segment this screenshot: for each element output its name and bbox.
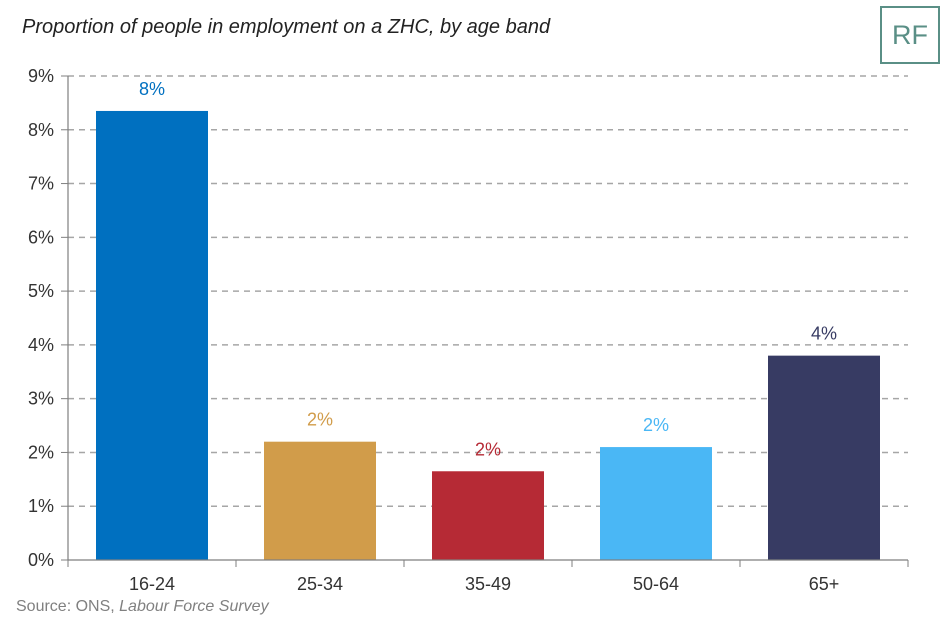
y-tick-label: 3% — [28, 389, 54, 409]
y-tick-label: 7% — [28, 174, 54, 194]
x-tick-label: 25-34 — [297, 574, 343, 594]
bar — [96, 110, 208, 560]
y-tick-label: 4% — [28, 335, 54, 355]
x-axis-ticks: 16-24 25-34 35-49 50-64 65+ — [67, 560, 909, 594]
bar — [264, 441, 376, 560]
x-tick-label: 50-64 — [633, 574, 679, 594]
x-tick-label: 16-24 — [129, 574, 175, 594]
y-tick-label: 2% — [28, 442, 54, 462]
rf-logo-text: RF — [892, 19, 928, 50]
bar — [768, 355, 880, 560]
y-axis-ticks: 0% 1% 2% 3% 4% 5% 6% 7% 8% 9% — [28, 66, 68, 570]
x-tick-label: 35-49 — [465, 574, 511, 594]
source-prefix: Source: ONS, — [16, 598, 120, 615]
y-tick-label: 1% — [28, 496, 54, 516]
rf-logo: RF — [880, 6, 940, 64]
bars — [96, 110, 880, 560]
x-tick-label: 65+ — [809, 574, 840, 594]
axes — [67, 76, 908, 561]
y-tick-label: 8% — [28, 120, 54, 140]
y-tick-label: 5% — [28, 281, 54, 301]
data-label: 2% — [643, 415, 669, 435]
data-labels: 8% 2% 2% 2% 4% — [139, 79, 837, 459]
source-note: Source: ONS, Labour Force Survey — [16, 598, 269, 616]
y-tick-label: 6% — [28, 227, 54, 247]
bar — [600, 447, 712, 560]
data-label: 2% — [475, 439, 501, 459]
bar — [432, 471, 544, 560]
source-italic: Labour Force Survey — [119, 598, 269, 615]
data-label: 8% — [139, 79, 165, 99]
chart-title: Proportion of people in employment on a … — [22, 16, 551, 38]
data-label: 4% — [811, 324, 837, 344]
y-tick-label: 0% — [28, 550, 54, 570]
data-label: 2% — [307, 410, 333, 430]
y-tick-label: 9% — [28, 66, 54, 86]
